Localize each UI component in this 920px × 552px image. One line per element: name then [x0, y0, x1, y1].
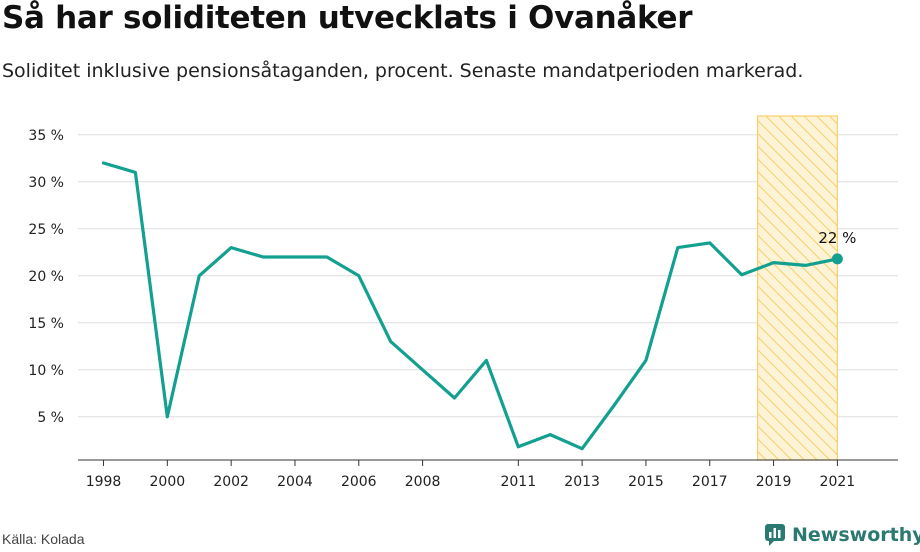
y-tick-label: 25 %	[28, 222, 64, 238]
y-axis: 5 % 10 % 15 % 20 % 25 % 30 % 35 %	[28, 128, 64, 426]
x-tick-label: 2019	[756, 474, 792, 490]
x-tick-labels: 1998 2000 2002 2004 2006 2008 2011 2013 2015 2017…	[86, 474, 855, 490]
x-tick-label: 2021	[820, 474, 856, 490]
brand-name: Newsworthy	[792, 524, 920, 546]
y-tick-label: 30 %	[28, 175, 64, 191]
y-tick-label: 15 %	[28, 316, 64, 332]
y-tick-label: 20 %	[28, 269, 64, 285]
x-axis	[78, 459, 898, 466]
x-tick-label: 1998	[86, 474, 122, 490]
x-tick-label: 2002	[213, 474, 249, 490]
series-line	[101, 161, 840, 451]
end-value-label: 22 %	[818, 229, 856, 247]
chart-title: Så har soliditeten utvecklats i Ovanåker	[2, 0, 693, 36]
newsworthy-logo-icon	[765, 524, 785, 546]
end-point-marker	[831, 253, 843, 265]
highlight-period	[757, 115, 838, 461]
x-tick-label: 2006	[341, 474, 377, 490]
x-tick-label: 2015	[628, 474, 664, 490]
x-tick-label: 2011	[500, 474, 536, 490]
chart-subtitle: Soliditet inklusive pensionsåtaganden, p…	[2, 60, 804, 82]
x-tick-label: 2008	[405, 474, 441, 490]
highlight-band	[757, 115, 838, 461]
x-tick-label: 2013	[564, 474, 600, 490]
y-tick-label: 35 %	[28, 128, 64, 144]
series: 22 %	[101, 161, 856, 451]
source-note: Källa: Kolada	[2, 531, 85, 547]
y-tick-label: 5 %	[37, 410, 64, 426]
x-tick-label: 2000	[150, 474, 186, 490]
x-tick-label: 2017	[692, 474, 728, 490]
x-tick-label: 2004	[277, 474, 313, 490]
y-tick-label: 10 %	[28, 363, 64, 379]
brand: Newsworthy	[764, 520, 920, 550]
